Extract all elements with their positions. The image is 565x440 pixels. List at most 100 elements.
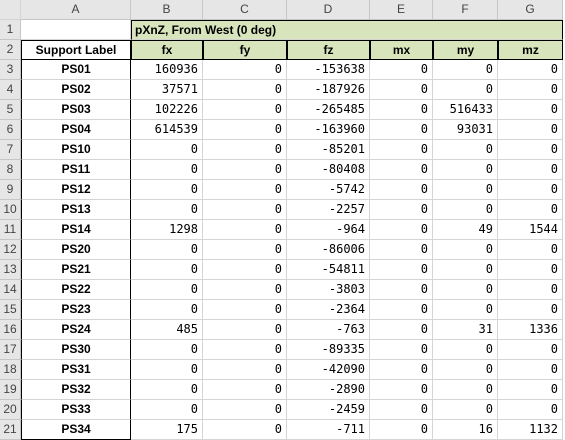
fz-value-cell[interactable]: -2459 <box>287 400 370 420</box>
mz-value-cell[interactable]: 0 <box>498 180 563 200</box>
fz-value-cell[interactable]: -711 <box>287 420 370 440</box>
support-label-cell[interactable]: PS03 <box>21 100 131 120</box>
mx-value-cell[interactable]: 0 <box>370 180 433 200</box>
support-label-cell[interactable]: PS21 <box>21 260 131 280</box>
row-number[interactable]: 4 <box>0 80 21 100</box>
my-value-cell[interactable]: 0 <box>433 240 498 260</box>
my-value-cell[interactable]: 0 <box>433 80 498 100</box>
column-header-d[interactable]: D <box>287 0 370 20</box>
fy-value-cell[interactable]: 0 <box>203 420 287 440</box>
select-all-corner[interactable] <box>0 0 21 20</box>
support-label-cell[interactable]: PS23 <box>21 300 131 320</box>
row-number[interactable]: 3 <box>0 60 21 80</box>
mz-value-cell[interactable]: 0 <box>498 60 563 80</box>
fy-value-cell[interactable]: 0 <box>203 240 287 260</box>
mx-value-cell[interactable]: 0 <box>370 240 433 260</box>
mz-value-cell[interactable]: 0 <box>498 340 563 360</box>
row-number[interactable]: 7 <box>0 140 21 160</box>
fx-value-cell[interactable]: 0 <box>131 260 203 280</box>
row-number[interactable]: 16 <box>0 320 21 340</box>
fx-value-cell[interactable]: 0 <box>131 180 203 200</box>
my-value-cell[interactable]: 31 <box>433 320 498 340</box>
mz-value-cell[interactable]: 0 <box>498 160 563 180</box>
mx-value-cell[interactable]: 0 <box>370 300 433 320</box>
fx-value-cell[interactable]: 0 <box>131 340 203 360</box>
column-header-b[interactable]: B <box>131 0 203 20</box>
fz-value-cell[interactable]: -54811 <box>287 260 370 280</box>
my-value-cell[interactable]: 0 <box>433 340 498 360</box>
fx-value-cell[interactable]: 0 <box>131 400 203 420</box>
my-value-cell[interactable]: 0 <box>433 60 498 80</box>
support-label-cell[interactable]: PS11 <box>21 160 131 180</box>
mz-value-cell[interactable]: 0 <box>498 280 563 300</box>
fx-header[interactable]: fx <box>131 40 203 60</box>
fx-value-cell[interactable]: 0 <box>131 140 203 160</box>
fx-value-cell[interactable]: 614539 <box>131 120 203 140</box>
fy-value-cell[interactable]: 0 <box>203 380 287 400</box>
mx-value-cell[interactable]: 0 <box>370 160 433 180</box>
support-label-cell[interactable]: PS14 <box>21 220 131 240</box>
row-number[interactable]: 1 <box>0 20 21 40</box>
fx-value-cell[interactable]: 0 <box>131 200 203 220</box>
support-label-cell[interactable]: PS32 <box>21 380 131 400</box>
row-number[interactable]: 21 <box>0 420 21 440</box>
fz-value-cell[interactable]: -89335 <box>287 340 370 360</box>
fz-header[interactable]: fz <box>287 40 370 60</box>
my-value-cell[interactable]: 0 <box>433 380 498 400</box>
mz-value-cell[interactable]: 0 <box>498 400 563 420</box>
fy-value-cell[interactable]: 0 <box>203 80 287 100</box>
fy-value-cell[interactable]: 0 <box>203 300 287 320</box>
row-number[interactable]: 14 <box>0 280 21 300</box>
fx-value-cell[interactable]: 175 <box>131 420 203 440</box>
mz-value-cell[interactable]: 1544 <box>498 220 563 240</box>
row-number[interactable]: 12 <box>0 240 21 260</box>
fz-value-cell[interactable]: -763 <box>287 320 370 340</box>
fx-value-cell[interactable]: 0 <box>131 240 203 260</box>
my-value-cell[interactable]: 0 <box>433 360 498 380</box>
column-header-c[interactable]: C <box>203 0 287 20</box>
mx-value-cell[interactable]: 0 <box>370 320 433 340</box>
fz-value-cell[interactable]: -2890 <box>287 380 370 400</box>
mx-value-cell[interactable]: 0 <box>370 420 433 440</box>
fy-value-cell[interactable]: 0 <box>203 160 287 180</box>
fy-value-cell[interactable]: 0 <box>203 280 287 300</box>
column-header-e[interactable]: E <box>370 0 433 20</box>
fy-value-cell[interactable]: 0 <box>203 400 287 420</box>
fz-value-cell[interactable]: -80408 <box>287 160 370 180</box>
mz-value-cell[interactable]: 0 <box>498 140 563 160</box>
fy-value-cell[interactable]: 0 <box>203 200 287 220</box>
support-label-cell[interactable]: PS02 <box>21 80 131 100</box>
row-number[interactable]: 15 <box>0 300 21 320</box>
support-label-header[interactable]: Support Label <box>21 40 131 60</box>
fx-value-cell[interactable]: 102226 <box>131 100 203 120</box>
support-label-cell[interactable]: PS12 <box>21 180 131 200</box>
mz-value-cell[interactable]: 0 <box>498 100 563 120</box>
mz-value-cell[interactable]: 0 <box>498 360 563 380</box>
fx-value-cell[interactable]: 0 <box>131 160 203 180</box>
mx-value-cell[interactable]: 0 <box>370 60 433 80</box>
mz-value-cell[interactable]: 0 <box>498 380 563 400</box>
fx-value-cell[interactable]: 1298 <box>131 220 203 240</box>
my-value-cell[interactable]: 0 <box>433 280 498 300</box>
mz-header[interactable]: mz <box>498 40 563 60</box>
fx-value-cell[interactable]: 160936 <box>131 60 203 80</box>
mz-value-cell[interactable]: 0 <box>498 200 563 220</box>
support-label-cell[interactable]: PS22 <box>21 280 131 300</box>
fz-value-cell[interactable]: -153638 <box>287 60 370 80</box>
mx-value-cell[interactable]: 0 <box>370 280 433 300</box>
mx-value-cell[interactable]: 0 <box>370 400 433 420</box>
support-label-cell[interactable]: PS33 <box>21 400 131 420</box>
mz-value-cell[interactable]: 0 <box>498 80 563 100</box>
fy-value-cell[interactable]: 0 <box>203 140 287 160</box>
my-value-cell[interactable]: 0 <box>433 140 498 160</box>
row-number[interactable]: 20 <box>0 400 21 420</box>
fy-value-cell[interactable]: 0 <box>203 180 287 200</box>
fx-value-cell[interactable]: 0 <box>131 280 203 300</box>
mz-value-cell[interactable]: 1336 <box>498 320 563 340</box>
fx-value-cell[interactable]: 0 <box>131 360 203 380</box>
my-value-cell[interactable]: 49 <box>433 220 498 240</box>
row-number[interactable]: 11 <box>0 220 21 240</box>
support-label-cell[interactable]: PS10 <box>21 140 131 160</box>
mz-value-cell[interactable]: 0 <box>498 260 563 280</box>
mx-value-cell[interactable]: 0 <box>370 200 433 220</box>
